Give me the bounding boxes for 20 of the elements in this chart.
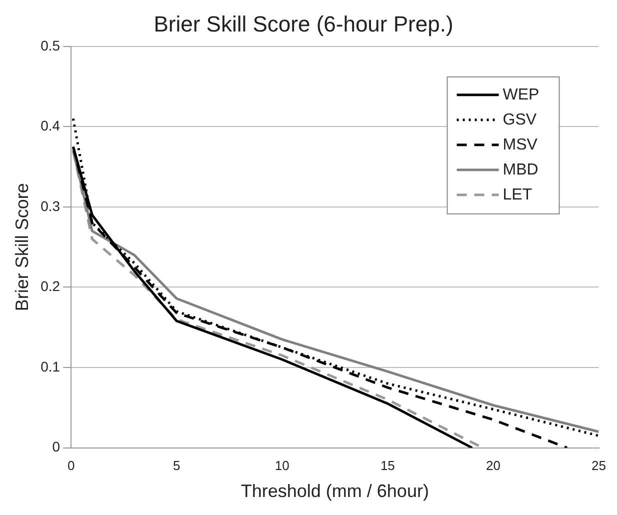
y-tick-label: 0.3	[40, 198, 60, 214]
legend-label: MBD	[502, 161, 538, 178]
chart-title: Brier Skill Score (6-hour Prep.)	[154, 11, 454, 36]
legend-label: GSV	[502, 111, 537, 128]
x-tick-label: 15	[380, 458, 395, 474]
legend-label: LET	[502, 186, 532, 204]
y-tick-label: 0.5	[40, 37, 60, 54]
x-tick-label: 10	[274, 458, 290, 474]
x-axis-title: Threshold (mm / 6hour)	[240, 481, 429, 502]
y-tick-label: 0.2	[40, 278, 60, 294]
legend-label: MSV	[502, 136, 538, 154]
legend-label: WEP	[502, 86, 540, 104]
y-tick-label: 0	[52, 438, 60, 455]
x-tick-label: 0	[67, 458, 75, 474]
x-tick-label: 20	[486, 458, 500, 474]
x-tick-label: 25	[592, 458, 606, 474]
y-tick-label: 0.1	[40, 358, 60, 374]
x-tick-label: 5	[172, 458, 180, 474]
y-tick-label: 0.4	[40, 118, 60, 134]
y-axis-title: Brier Skill Score	[12, 183, 32, 312]
